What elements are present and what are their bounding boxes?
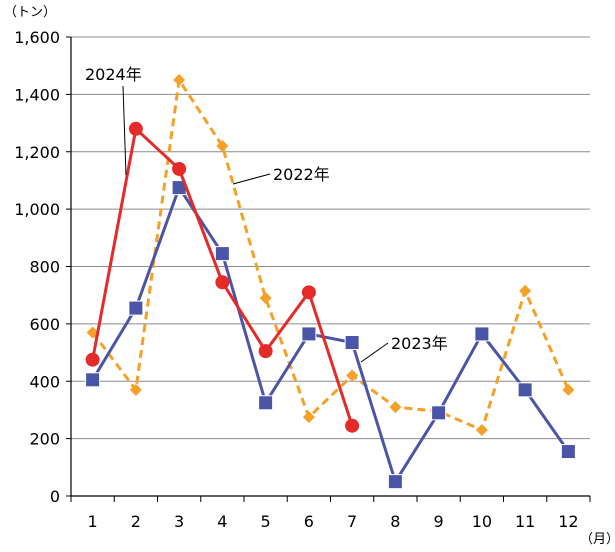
annotation-leader <box>360 342 389 363</box>
x-tick-label: 2 <box>131 512 141 531</box>
data-point <box>215 275 230 290</box>
y-tick-label: 800 <box>29 258 60 277</box>
y-axis-unit: （トン） <box>4 5 56 20</box>
data-point <box>128 300 144 316</box>
x-tick-label: 10 <box>472 512 492 531</box>
data-point <box>259 292 272 305</box>
data-point <box>216 140 229 153</box>
x-tick-label: 9 <box>434 512 444 531</box>
y-tick-label: 200 <box>29 430 60 449</box>
series-2024年 <box>85 121 360 433</box>
x-tick-label: 1 <box>88 512 98 531</box>
data-point <box>258 395 274 411</box>
data-point <box>474 326 490 342</box>
x-tick-labels: 1 2 3 4 5 6 7 8 9 10 11 12 <box>88 512 579 531</box>
data-point <box>86 326 99 339</box>
annotation-2022: 2022年 <box>273 165 330 184</box>
annotation-leader <box>232 173 271 185</box>
data-point <box>475 424 488 437</box>
annotation-2024: 2024年 <box>85 65 142 84</box>
data-point <box>173 74 186 87</box>
data-point <box>345 418 360 433</box>
y-tick-label: 1,400 <box>14 85 60 104</box>
x-tick-label: 4 <box>217 512 227 531</box>
data-point <box>519 284 532 297</box>
axes <box>66 36 591 502</box>
x-tick-label: 11 <box>515 512 535 531</box>
data-point <box>431 405 447 421</box>
x-tick-label: 12 <box>558 512 578 531</box>
series-2023年 <box>85 180 576 490</box>
y-tick-label: 600 <box>29 315 60 334</box>
data-point <box>560 444 576 460</box>
data-point <box>301 326 317 342</box>
data-point <box>258 344 273 359</box>
data-point <box>128 121 143 136</box>
data-point <box>302 411 315 424</box>
series-annotations: 2024年 2022年 2023年 <box>85 65 448 363</box>
data-point <box>517 382 533 398</box>
data-point <box>85 352 100 367</box>
x-tick-label: 3 <box>174 512 184 531</box>
y-tick-label: 1,600 <box>14 28 60 47</box>
annotation-leader <box>122 85 127 176</box>
x-tick-label: 6 <box>304 512 314 531</box>
data-point <box>562 383 575 396</box>
data-point <box>129 383 142 396</box>
data-point <box>389 401 402 414</box>
y-tick-label: 400 <box>29 372 60 391</box>
series-lines <box>85 74 576 490</box>
x-tick-label: 7 <box>347 512 357 531</box>
data-point <box>85 372 101 388</box>
grid-lines <box>71 36 590 440</box>
data-point <box>172 161 187 176</box>
data-point <box>344 335 360 351</box>
y-tick-label: 0 <box>50 487 60 506</box>
data-point <box>387 474 403 490</box>
annotation-2023: 2023年 <box>391 334 448 353</box>
data-point <box>301 285 316 300</box>
series-line <box>91 78 570 432</box>
x-axis-unit: （月） <box>580 532 615 547</box>
series-line <box>91 186 570 484</box>
y-tick-label: 1,200 <box>14 143 60 162</box>
y-tick-labels: 0 200 400 600 800 1,000 1,200 1,400 1,600 <box>14 28 60 506</box>
data-point <box>214 246 230 262</box>
x-tick-label: 8 <box>390 512 400 531</box>
y-tick-label: 1,000 <box>14 200 60 219</box>
x-tick-label: 5 <box>261 512 271 531</box>
data-point <box>346 369 359 382</box>
